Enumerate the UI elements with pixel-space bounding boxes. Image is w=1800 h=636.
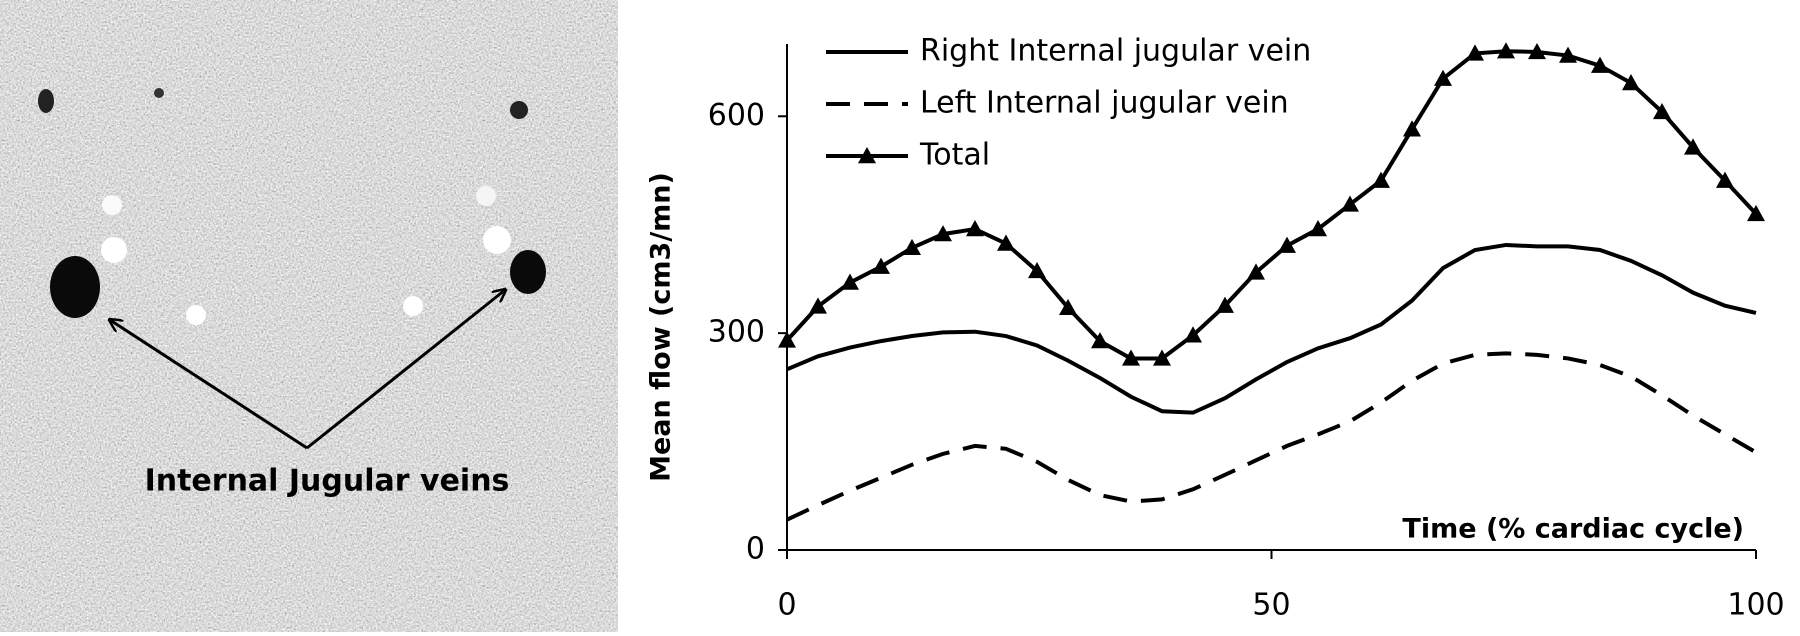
series-line — [785, 49, 1758, 361]
point-marker — [1340, 195, 1359, 212]
point-marker — [1653, 102, 1672, 120]
image-noise — [0, 0, 618, 632]
point-marker — [1403, 120, 1422, 137]
point-marker — [1246, 263, 1265, 280]
artery — [186, 305, 206, 325]
point-marker — [1309, 220, 1328, 237]
point-marker — [809, 297, 828, 314]
artery — [483, 226, 511, 254]
vessel — [154, 88, 164, 98]
point-marker — [934, 225, 953, 242]
series-line — [786, 242, 1757, 415]
legend-entry: Total — [826, 138, 990, 173]
artery — [101, 237, 127, 263]
point-marker — [1028, 261, 1047, 279]
point-marker — [840, 273, 859, 290]
vein-left — [510, 250, 546, 294]
point-marker — [1121, 349, 1140, 366]
y-tick-label: 600 — [708, 98, 765, 133]
x-tick-label: 100 — [1727, 588, 1784, 623]
legend-label: Left Internal jugular vein — [920, 86, 1289, 121]
point-marker — [1278, 236, 1297, 253]
point-marker — [1059, 298, 1078, 316]
legend-entry: Left Internal jugular vein — [826, 86, 1289, 121]
point-marker — [1371, 171, 1390, 188]
arrow — [306, 290, 505, 450]
point-marker — [1684, 138, 1703, 155]
legend-entry: Right Internal jugular vein — [826, 34, 1311, 69]
legend-marker — [858, 147, 876, 164]
point-marker — [1590, 56, 1609, 73]
point-marker — [1434, 69, 1453, 86]
legend-label: Right Internal jugular vein — [920, 34, 1311, 69]
point-marker — [1621, 74, 1640, 91]
arrow — [110, 320, 308, 450]
point-marker — [1747, 204, 1765, 222]
point-marker — [1090, 332, 1109, 349]
vein-right — [50, 256, 100, 318]
chart: 0 300 600 0 50 100 Time (% cardiac cycle) Mean … — [646, 34, 1785, 623]
series-line — [786, 351, 1758, 522]
point-marker — [1559, 46, 1578, 63]
x-axis-label: Time (% cardiac cycle) — [1402, 514, 1744, 545]
point-marker — [1715, 171, 1734, 188]
x-tick-label: 50 — [1252, 588, 1290, 623]
vessel — [510, 101, 528, 119]
point-marker — [1153, 349, 1172, 366]
point-marker — [1184, 326, 1203, 343]
point-marker — [1215, 296, 1234, 313]
point-marker — [996, 234, 1015, 251]
point-marker — [1465, 44, 1484, 61]
point-marker — [903, 238, 922, 256]
point-marker — [965, 220, 984, 237]
artery — [403, 296, 423, 316]
y-tick-label: 300 — [708, 315, 765, 350]
artery — [476, 186, 496, 206]
artery — [102, 195, 122, 215]
vessel — [38, 89, 54, 113]
point-marker — [1528, 42, 1547, 60]
y-tick-label: 0 — [746, 532, 765, 567]
x-tick-label: 0 — [777, 588, 796, 623]
legend-label: Total — [919, 138, 990, 173]
point-marker — [778, 331, 796, 348]
mri-image: Internal Jugular veins — [0, 0, 618, 632]
y-axis-label: Mean flow (cm3/mn) — [646, 172, 677, 482]
image-annotation: Internal Jugular veins — [145, 464, 510, 499]
point-marker — [1496, 42, 1515, 59]
point-marker — [871, 257, 890, 274]
